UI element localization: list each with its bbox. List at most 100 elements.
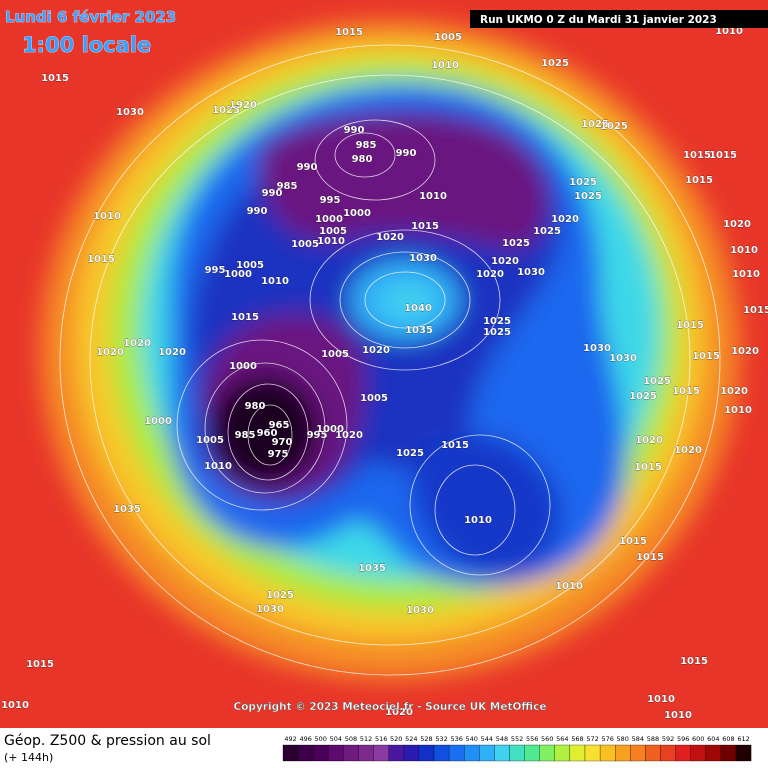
isobar-label: 1000: [316, 424, 344, 435]
isobar-label: 1015: [87, 254, 115, 265]
isobar-label: 1000: [343, 208, 371, 219]
colorbar-swatch: [645, 744, 661, 762]
colorbar-swatch: [705, 744, 722, 762]
isobar-label: 1030: [256, 604, 284, 615]
isobar-label: 1030: [409, 253, 437, 264]
isobar-label: 1015: [335, 27, 363, 38]
isobar-label: 1020: [720, 386, 748, 397]
colorbar-label: 516: [375, 735, 387, 743]
isobar-label: 1020: [362, 345, 390, 356]
isobar-labels: 1015 1005 1010 1025 1010 1015 1030 1025 1920 990 9…: [1, 26, 768, 721]
colorbar-label: 552: [511, 735, 523, 743]
isobar-label: 1920: [229, 100, 257, 111]
colorbar-label: 544: [481, 735, 493, 743]
isobar-label: 1020: [723, 219, 751, 230]
isobar-label: 1000: [144, 416, 172, 427]
colorbar-label: 600: [692, 735, 704, 743]
colorbar-label: 604: [707, 735, 719, 743]
isobar-label: 1025: [629, 391, 657, 402]
isobar-label: 1025: [533, 226, 561, 237]
colorbar-swatch: [509, 744, 525, 762]
isobar-label: 1020: [96, 347, 124, 358]
isobar-label: 1015: [743, 305, 768, 316]
isobar-label: 1010: [204, 461, 232, 472]
colorbar-swatch: [494, 744, 510, 762]
isobar-label: 1005: [321, 349, 349, 360]
isobar-label: 1010: [93, 211, 121, 222]
isobar-label: 1010: [261, 276, 289, 287]
colorbar-swatch: [584, 744, 601, 762]
colorbar-swatch: [675, 744, 691, 762]
isobar-label: 1000: [224, 269, 252, 280]
isobar-label: 1005: [291, 239, 319, 250]
isobar-label: 1020: [635, 435, 663, 446]
isobar-label: 990: [247, 206, 268, 217]
isobar-label: 1020: [335, 430, 363, 441]
colorbar-label: 608: [722, 735, 734, 743]
isobar-label: 980: [245, 401, 266, 412]
isobar-label: 1020: [674, 445, 702, 456]
colorbar-swatch: [615, 744, 631, 762]
isobar-label: 1030: [116, 107, 144, 118]
colorbar-label: 584: [632, 735, 644, 743]
isobar-label: 1025: [569, 177, 597, 188]
colorbar-label: 568: [571, 735, 583, 743]
isobar-label: 1025: [396, 448, 424, 459]
isobar-label: 1015: [685, 175, 713, 186]
isobar-label: 1015: [441, 440, 469, 451]
isobar-label: 1010: [647, 694, 675, 705]
isobar-label: 995: [205, 265, 226, 276]
colorbar-swatch: [735, 744, 752, 762]
colorbar-swatch: [313, 744, 329, 762]
isobar-label: 985: [235, 430, 256, 441]
isobar-label: 1005: [236, 260, 264, 271]
isobar-label: 1005: [319, 226, 347, 237]
colorbar-label: 564: [556, 735, 568, 743]
colorbar-swatch: [328, 744, 344, 762]
colorbar-label: 508: [345, 735, 357, 743]
colorbar-label: 532: [435, 735, 447, 743]
isobar-label: 990: [297, 162, 318, 173]
colorbar-swatch: [630, 744, 646, 762]
isobar-label: 1015: [680, 656, 708, 667]
footer-title: Géop. Z500 & pression au sol: [4, 733, 211, 749]
isobar-label: 1010: [730, 245, 758, 256]
colorbar-swatch: [464, 744, 480, 762]
colorbar-label: 496: [299, 735, 311, 743]
isobar-label: 1010: [732, 269, 760, 280]
isobar-label: 1000: [315, 214, 343, 225]
isobar-label: 1020: [376, 232, 404, 243]
isobar-label: 1015: [634, 462, 662, 473]
isobar-label: 1040: [404, 303, 432, 314]
geopotential-field: [0, 0, 768, 728]
isobar-label: 1030: [583, 343, 611, 354]
colorbar-swatch: [448, 744, 465, 762]
isobar-label: 990: [262, 188, 283, 199]
isobar-label: 1010: [664, 710, 692, 721]
isobar-label: 1015: [692, 351, 720, 362]
colorbar-label: 576: [601, 735, 613, 743]
isobar-label: 1020: [551, 214, 579, 225]
colorbar-label: 520: [390, 735, 402, 743]
isobar-label: 1015: [636, 552, 664, 563]
isobar-label: 1015: [683, 150, 711, 161]
isobar-label: 1035: [358, 563, 386, 574]
map-time: 1:00 locale: [22, 33, 151, 57]
colorbar-label: 500: [315, 735, 327, 743]
isobars: [59, 44, 721, 676]
isobar-label: 1010: [419, 191, 447, 202]
colorbar-label: 536: [450, 735, 462, 743]
isobar-label: 1025: [581, 119, 609, 130]
isobar-label: 1005: [196, 435, 224, 446]
isobar-label: 990: [396, 148, 417, 159]
isobar-label: 1035: [405, 325, 433, 336]
colorbar-swatch: [690, 744, 706, 762]
isobar-label: 1025: [502, 238, 530, 249]
isobar-label: 1025: [600, 121, 628, 132]
colorbar-swatch: [388, 744, 404, 762]
isobar-label: 1015: [619, 536, 647, 547]
run-box: [470, 10, 768, 28]
colorbar-swatch: [554, 744, 571, 762]
isobar-label: 1015: [676, 320, 704, 331]
